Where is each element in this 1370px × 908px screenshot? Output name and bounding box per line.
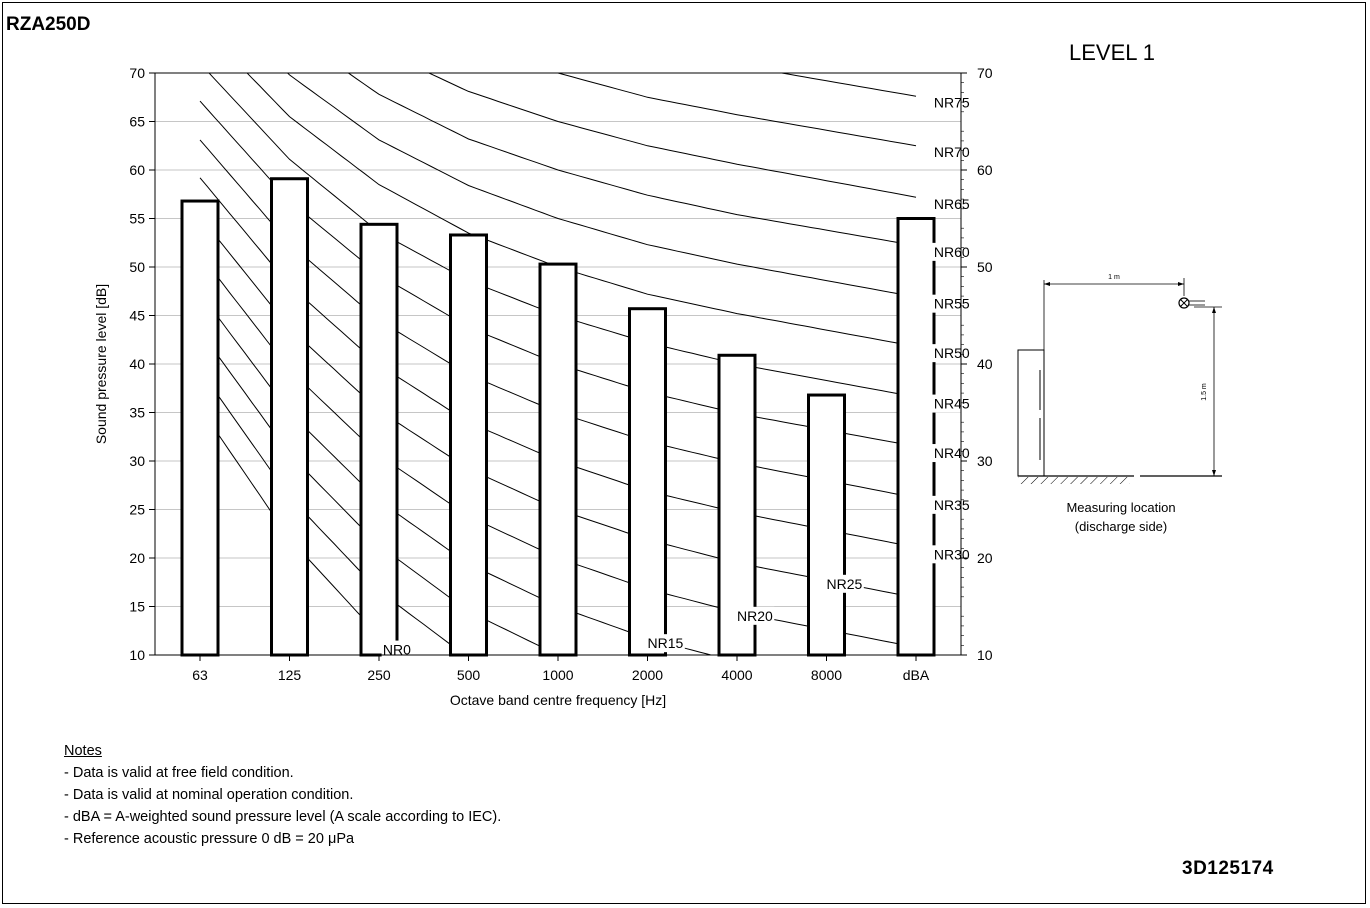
nr-curve	[286, 73, 917, 298]
nr-label: NR50	[934, 345, 970, 361]
bar	[896, 217, 936, 657]
x-tick-label: 4000	[721, 667, 752, 683]
note-line-2: - Data is valid at nominal operation con…	[64, 787, 354, 803]
level-label: LEVEL 1	[1069, 40, 1156, 65]
y-tick-label: 30	[129, 453, 145, 469]
bar	[180, 199, 220, 657]
ground-hatch	[1018, 477, 1130, 484]
bar	[717, 353, 757, 657]
nr-label: NR35	[934, 497, 970, 513]
x-tick-label: 1000	[542, 667, 573, 683]
y-tick-label: 65	[129, 114, 145, 130]
y-tick-label: 55	[129, 211, 145, 227]
nr-curve	[199, 369, 466, 655]
bar	[270, 177, 309, 657]
note-line-3: - dBA = A-weighted sound pressure level …	[64, 809, 502, 825]
nr-label: NR45	[934, 396, 970, 412]
horizontal-dimension: 1 m	[1108, 274, 1120, 281]
x-tick-label: 250	[367, 667, 391, 683]
x-tick-label: 2000	[632, 667, 663, 683]
y-tick-label: 20	[129, 550, 145, 566]
microphone-icon	[1178, 297, 1205, 309]
x-axis-label: Octave band centre frequency [Hz]	[450, 692, 666, 708]
y-right-tick-label: 70	[977, 65, 993, 81]
bar	[628, 307, 667, 657]
x-tick-label: 125	[278, 667, 302, 683]
y-tick-label: 10	[129, 647, 145, 663]
y-tick-label: 40	[129, 356, 145, 372]
y-right-tick-label: 40	[977, 356, 993, 372]
nr-label: NR40	[934, 445, 970, 461]
nr-curve	[556, 73, 917, 147]
nr-curve	[199, 407, 405, 655]
nr-label: NR60	[934, 244, 970, 260]
y-tick-label: 60	[129, 162, 145, 178]
nr-label: NR70	[934, 144, 970, 160]
nr-curve	[427, 73, 917, 198]
bar	[807, 393, 846, 657]
x-tick-label: 8000	[811, 667, 842, 683]
y-right-tick-label: 60	[977, 162, 993, 178]
y-axis-label: Sound pressure level [dB]	[93, 284, 109, 444]
note-line-4: - Reference acoustic pressure 0 dB = 20 …	[64, 831, 355, 847]
nr-label: NR75	[934, 94, 970, 110]
vertical-dimension: 1.5 m	[1201, 383, 1208, 401]
x-tick-label: dBA	[903, 667, 930, 683]
y-tick-label: 25	[129, 502, 145, 518]
bar	[538, 262, 578, 657]
nr-label-bg	[646, 634, 685, 653]
bar	[449, 233, 488, 657]
model-title: RZA250D	[6, 14, 91, 35]
document-code: 3D125174	[1182, 858, 1274, 879]
location-caption-line2: (discharge side)	[1075, 519, 1168, 534]
y-right-tick-label: 20	[977, 550, 993, 566]
nr-label-bg	[381, 640, 413, 659]
x-tick-label: 500	[457, 667, 481, 683]
y-tick-label: 50	[129, 259, 145, 275]
nr-curve	[246, 73, 917, 347]
y-tick-label: 15	[129, 599, 145, 615]
nr-label: NR15	[648, 635, 684, 651]
notes-title: Notes	[64, 743, 102, 759]
y-right-tick-label: 10	[977, 647, 993, 663]
nr-label-bg	[735, 606, 775, 625]
y-tick-label: 70	[129, 65, 145, 81]
y-tick-label: 35	[129, 405, 145, 421]
measuring-location-diagram: 1 m 1.5 m Measuring location (discharge …	[1017, 274, 1222, 534]
location-caption-line1: Measuring location	[1066, 500, 1175, 515]
x-tick-label: 63	[192, 667, 208, 683]
nr-curve	[347, 73, 917, 247]
nr-label: NR65	[934, 196, 970, 212]
nr-label-bg	[825, 574, 864, 593]
note-line-1: - Data is valid at free field condition.	[64, 765, 294, 781]
nr-label: NR20	[737, 608, 773, 624]
nr-label: NR55	[934, 296, 970, 312]
y-tick-label: 45	[129, 308, 145, 324]
y-right-tick-label: 50	[977, 259, 993, 275]
nr-label: NR0	[383, 642, 411, 658]
nr-curve	[778, 73, 917, 97]
nr-label: NR30	[934, 546, 970, 562]
bar	[359, 222, 399, 657]
nr-label: NR25	[827, 576, 863, 592]
notes-section: Notes - Data is valid at free field cond…	[64, 740, 501, 850]
y-right-tick-label: 30	[977, 453, 993, 469]
